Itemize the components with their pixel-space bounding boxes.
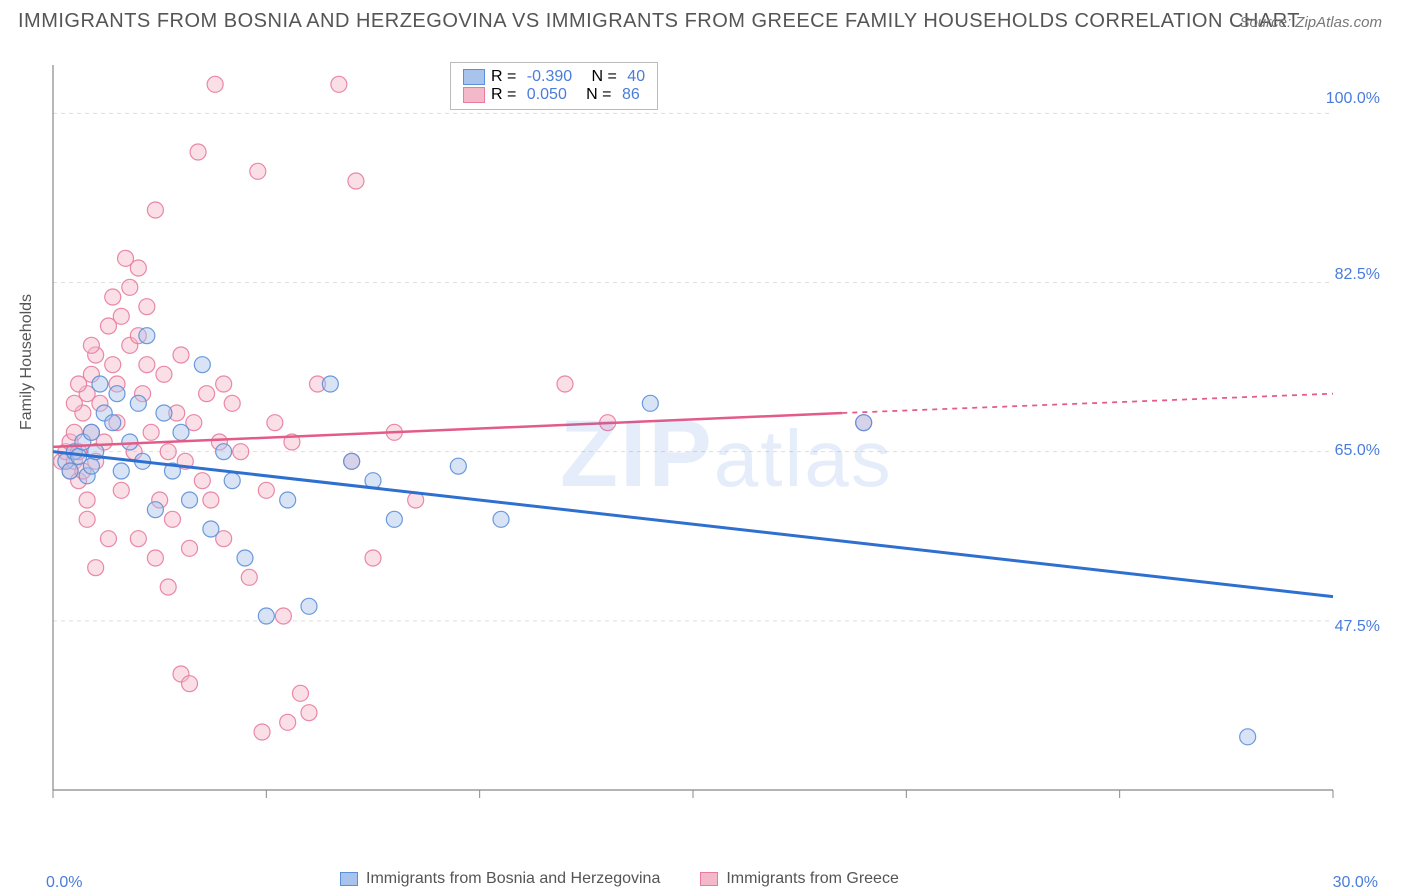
x-tick-label: 0.0%: [46, 874, 82, 892]
y-tick-label: 65.0%: [1335, 442, 1380, 460]
legend-swatch-greece: [700, 872, 718, 886]
scatter-plot: [48, 60, 1338, 830]
n-value: 40: [627, 68, 645, 86]
legend-label: Immigrants from Greece: [726, 870, 898, 888]
legend-stats: R = -0.390 N = 40 R = 0.050 N = 86: [450, 62, 658, 110]
r-value: -0.390: [527, 68, 572, 86]
y-tick-label: 47.5%: [1335, 618, 1380, 636]
n-label: N =: [573, 86, 616, 104]
x-tick-label: 30.0%: [1333, 874, 1378, 892]
chart-title: IMMIGRANTS FROM BOSNIA AND HERZEGOVINA V…: [18, 10, 1300, 33]
y-tick-label: 82.5%: [1335, 266, 1380, 284]
legend-item: Immigrants from Bosnia and Herzegovina: [340, 870, 660, 888]
legend-label: Immigrants from Bosnia and Herzegovina: [366, 870, 660, 888]
y-tick-label: 100.0%: [1326, 90, 1380, 108]
legend-swatch-greece: [463, 87, 485, 103]
legend-row: R = -0.390 N = 40: [463, 68, 645, 86]
legend-item: Immigrants from Greece: [700, 870, 898, 888]
r-label: R =: [491, 86, 521, 104]
r-label: R =: [491, 68, 521, 86]
legend-row: R = 0.050 N = 86: [463, 86, 645, 104]
source-label: Source: ZipAtlas.com: [1239, 14, 1382, 31]
r-value: 0.050: [527, 86, 567, 104]
n-value: 86: [622, 86, 640, 104]
legend-series: Immigrants from Bosnia and Herzegovina I…: [340, 870, 899, 888]
n-label: N =: [578, 68, 621, 86]
y-axis-label: Family Households: [18, 294, 36, 430]
legend-swatch-bosnia: [463, 69, 485, 85]
legend-swatch-bosnia: [340, 872, 358, 886]
